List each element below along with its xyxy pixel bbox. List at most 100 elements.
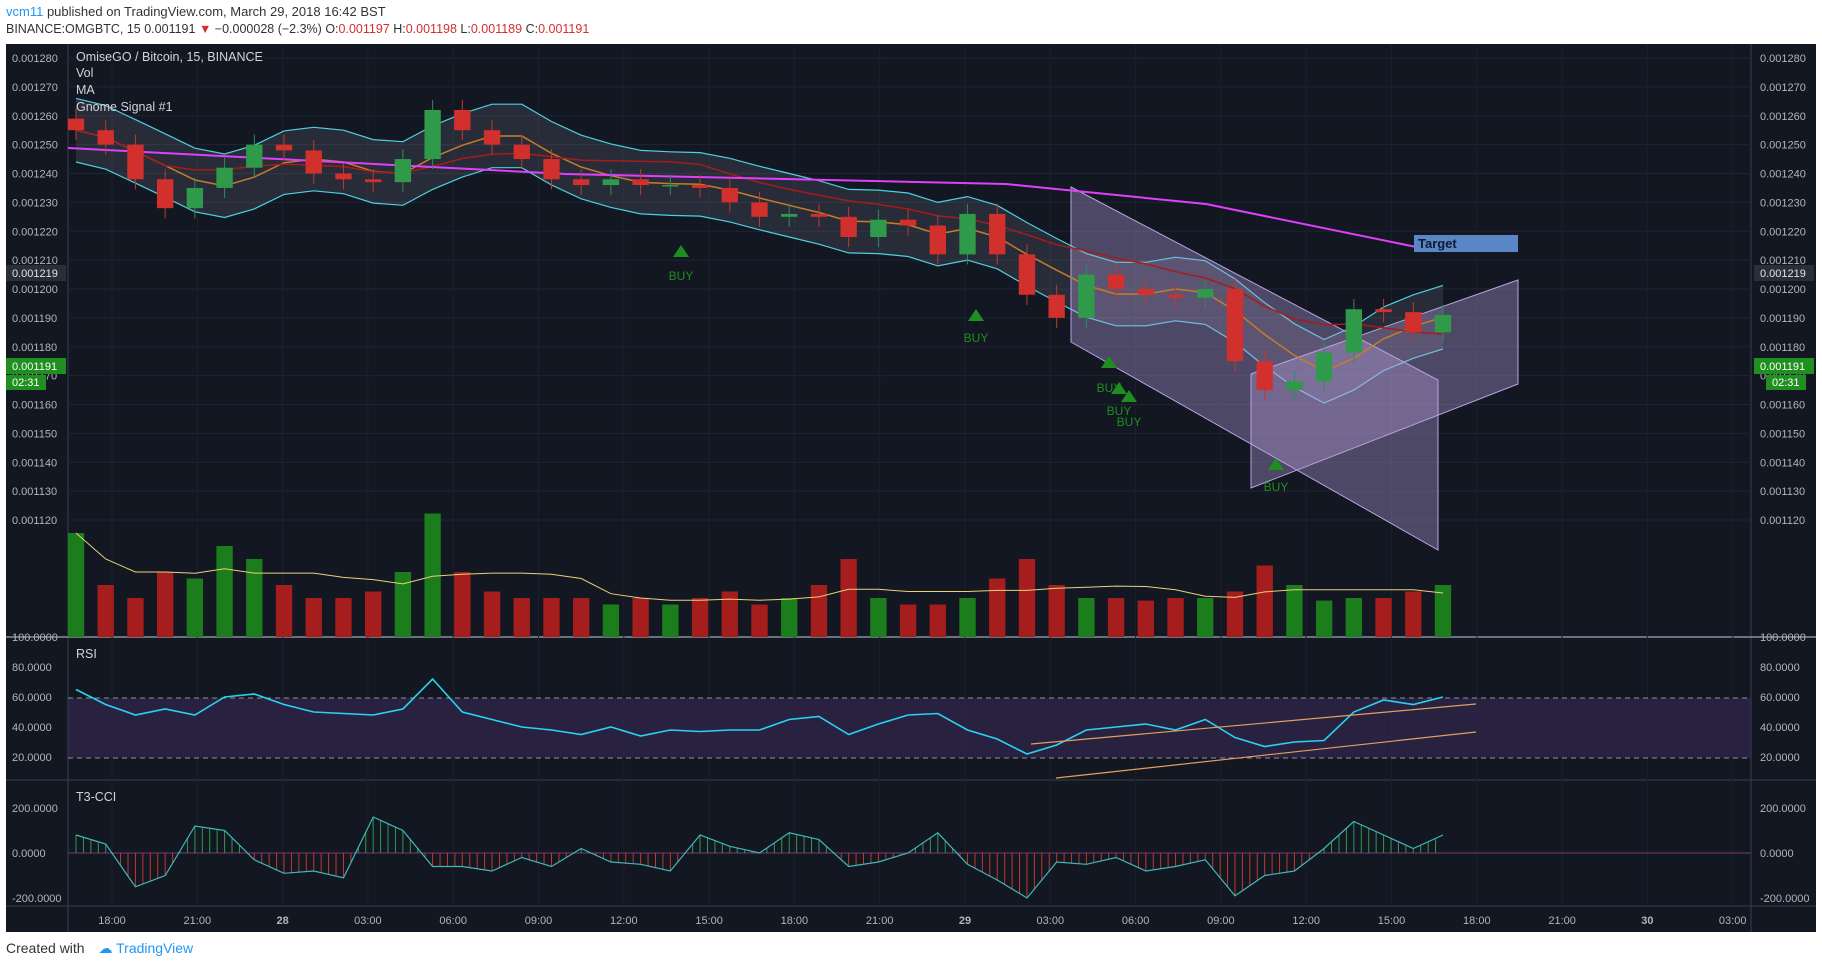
high-label: H: <box>393 22 406 36</box>
rsi-tick-label: 20.0000 <box>12 752 52 764</box>
candle-body <box>1375 309 1392 313</box>
buy-label: BUY <box>1107 404 1132 418</box>
volume-bars <box>67 513 1452 637</box>
price-tick-label: 0.001150 <box>12 428 57 440</box>
time-tick-label: 06:00 <box>1122 915 1150 927</box>
candle-body <box>156 179 174 209</box>
price-tick-label: 0.001180 <box>1760 342 1805 354</box>
target-label: Target <box>1418 236 1457 251</box>
candle-body <box>1226 289 1244 362</box>
volume-bar <box>632 598 649 637</box>
grid-lines <box>68 44 1751 906</box>
price-tick-label: 0.001220 <box>1760 226 1806 238</box>
volume-bar <box>1167 598 1184 637</box>
volume-bar <box>1226 591 1244 637</box>
price-tick-label: 0.001140 <box>12 457 57 469</box>
cci-tick-label: 0.0000 <box>1760 848 1794 860</box>
last-price-left: 0.001191 <box>12 361 57 373</box>
cci-title: T3-CCI <box>76 790 116 804</box>
price-tick-label: 0.001190 <box>1760 313 1805 325</box>
volume-bar <box>97 585 114 637</box>
open-value: 0.001197 <box>338 22 390 36</box>
candle-body <box>127 144 144 180</box>
rsi-axis: 100.0000 100.0000 80.0000 80.0000 60.0000 60.… <box>12 632 1806 764</box>
volume-bar <box>1375 598 1392 637</box>
candle-body <box>810 213 828 217</box>
buy-arrow-icon <box>1268 458 1284 470</box>
price-tick-label: 0.001200 <box>1760 284 1806 296</box>
time-tick-label: 15:00 <box>1378 915 1406 927</box>
price-tick-label: 0.001140 <box>1760 457 1805 469</box>
cci-axis: 200.0000 200.0000 0.0000 0.0000 -200.0000 -20… <box>12 803 1810 905</box>
chart-area[interactable]: BUY BUY BUY BUY BUY BUY Target OmiseGO / Bitc… <box>6 44 1816 932</box>
time-tick-label: 03:00 <box>1037 915 1065 927</box>
rsi-tick-label: 40.0000 <box>12 722 52 734</box>
candle-body <box>543 159 560 180</box>
candle-body <box>454 109 471 131</box>
ma-mid-line <box>75 129 1444 335</box>
last-price-box-left <box>6 358 66 374</box>
price-tick-label: 0.001210 <box>12 255 58 267</box>
candle-body <box>959 213 976 255</box>
low-value: 0.001189 <box>470 22 523 36</box>
candle-body <box>394 159 412 183</box>
price-tick-label: 0.001130 <box>1760 486 1805 498</box>
volume-bar <box>186 578 204 637</box>
volume-bar <box>1405 591 1422 637</box>
time-tick-label: 18:00 <box>781 915 809 927</box>
rsi-tick-label: 100.0000 <box>12 632 58 644</box>
buy-label: BUY <box>964 331 989 345</box>
time-tick-label: 18:00 <box>1463 915 1491 927</box>
volume-bar <box>1137 600 1154 637</box>
cci-tick-label: -200.0000 <box>12 893 62 905</box>
drawn-channels <box>1070 186 1519 551</box>
timer-box-right <box>1766 375 1806 390</box>
volume-bar <box>899 604 917 637</box>
candle-body <box>365 179 382 183</box>
volume-bar <box>543 598 560 637</box>
buy-arrow-icon <box>1121 390 1137 402</box>
rsi-lower-trendline <box>1055 731 1477 779</box>
created-with: Created with <box>6 940 85 956</box>
candle-body <box>275 144 293 151</box>
price-tick-label: 0.001190 <box>12 313 57 325</box>
volume-bar <box>365 591 382 637</box>
ref-price-left: 0.001219 <box>12 268 58 280</box>
price-tick-label: 0.001210 <box>1760 255 1806 267</box>
price-axis-left: 0.001280 0.001270 0.001260 0.001250 0.001240… <box>12 53 58 527</box>
author-link[interactable]: vcm11 <box>6 4 44 19</box>
candle-body <box>781 213 798 217</box>
ref-price-right: 0.001219 <box>1760 268 1806 280</box>
volume-bar <box>662 604 679 637</box>
candle-body <box>929 225 946 255</box>
target-box <box>1414 235 1518 252</box>
volume-bar <box>1048 585 1065 637</box>
buy-arrow-icon <box>1101 356 1117 368</box>
volume-bar <box>305 598 322 637</box>
volume-bar <box>335 598 352 637</box>
volume-bar <box>1345 598 1363 637</box>
price-tick-label: 0.001250 <box>1760 140 1806 152</box>
price-tick-label: 0.001160 <box>1760 400 1805 412</box>
candle-body <box>1048 294 1065 318</box>
volume-ma-line <box>75 532 1444 601</box>
legend-title: OmiseGO / Bitcoin, 15, BINANCE <box>76 50 263 64</box>
legend-ma: MA <box>76 83 95 97</box>
candle-body <box>1405 312 1422 333</box>
candle-body <box>662 185 679 187</box>
price-tick-label: 0.001200 <box>12 284 58 296</box>
volume-bar <box>156 572 174 637</box>
ref-price-box-right <box>1754 265 1814 281</box>
time-tick-label: 29 <box>959 915 971 927</box>
rsi-title: RSI <box>76 647 97 661</box>
price-tick-label: 0.001220 <box>12 226 58 238</box>
rsi-tick-label: 100.0000 <box>1760 632 1806 644</box>
tradingview-logo[interactable]: ☁ TradingView <box>98 940 194 956</box>
buy-arrow-icon <box>1111 382 1127 394</box>
candle-body <box>1286 381 1303 391</box>
volume-bar <box>989 578 1006 637</box>
time-tick-label: 30 <box>1641 915 1653 927</box>
volume-bar <box>424 513 441 637</box>
price-tick-label: 0.001260 <box>1760 111 1806 123</box>
